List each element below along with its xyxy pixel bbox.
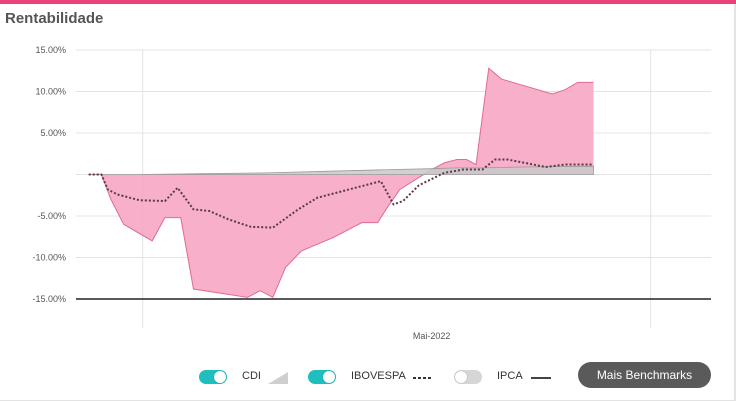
panel-right-border: [734, 4, 736, 401]
toggle-knob: [214, 371, 226, 383]
x-tick-label: Mai-2022: [413, 331, 451, 341]
y-tick-label: -10.00%: [32, 253, 66, 263]
dotted-line-swatch: [413, 377, 433, 379]
ibovespa-line: [88, 158, 594, 229]
tick-layer: 15.00% 10.00% 5.00% -5.00% -10.00% -15.00% Mai…: [32, 45, 711, 341]
legend: CDI IBOVESPA IPCA Mais Benchmarks: [0, 362, 736, 392]
series-layer: [88, 67, 594, 299]
y-tick-label: -5.00%: [37, 211, 66, 221]
grid-layer: [76, 49, 711, 328]
solid-line-swatch: [531, 377, 551, 379]
y-tick-label: -15.00%: [32, 294, 66, 304]
top-accent-bar: [0, 0, 736, 4]
y-tick-label: 5.00%: [40, 128, 66, 138]
chart-area: 15.00% 10.00% 5.00% -5.00% -10.00% -15.00% Mai…: [32, 45, 711, 341]
ibovespa-toggle[interactable]: [308, 370, 336, 384]
toggle-knob: [455, 371, 467, 383]
legend-label-ipca: IPCA: [497, 370, 523, 382]
panel-title: Rentabilidade: [5, 10, 104, 27]
toggle-knob: [323, 371, 335, 383]
portfolio-line: [88, 67, 594, 299]
cdi-area: [88, 165, 594, 175]
y-tick-label: 15.00%: [35, 45, 66, 55]
mais-benchmarks-button[interactable]: Mais Benchmarks: [578, 362, 711, 388]
legend-label-cdi: CDI: [242, 370, 261, 382]
y-tick-label: 10.00%: [35, 87, 66, 97]
portfolio-area: [88, 68, 594, 298]
legend-label-ibovespa: IBOVESPA: [351, 370, 406, 382]
cdi-toggle[interactable]: [199, 370, 227, 384]
ipca-toggle[interactable]: [454, 370, 482, 384]
gray-area-swatch: [268, 372, 288, 384]
